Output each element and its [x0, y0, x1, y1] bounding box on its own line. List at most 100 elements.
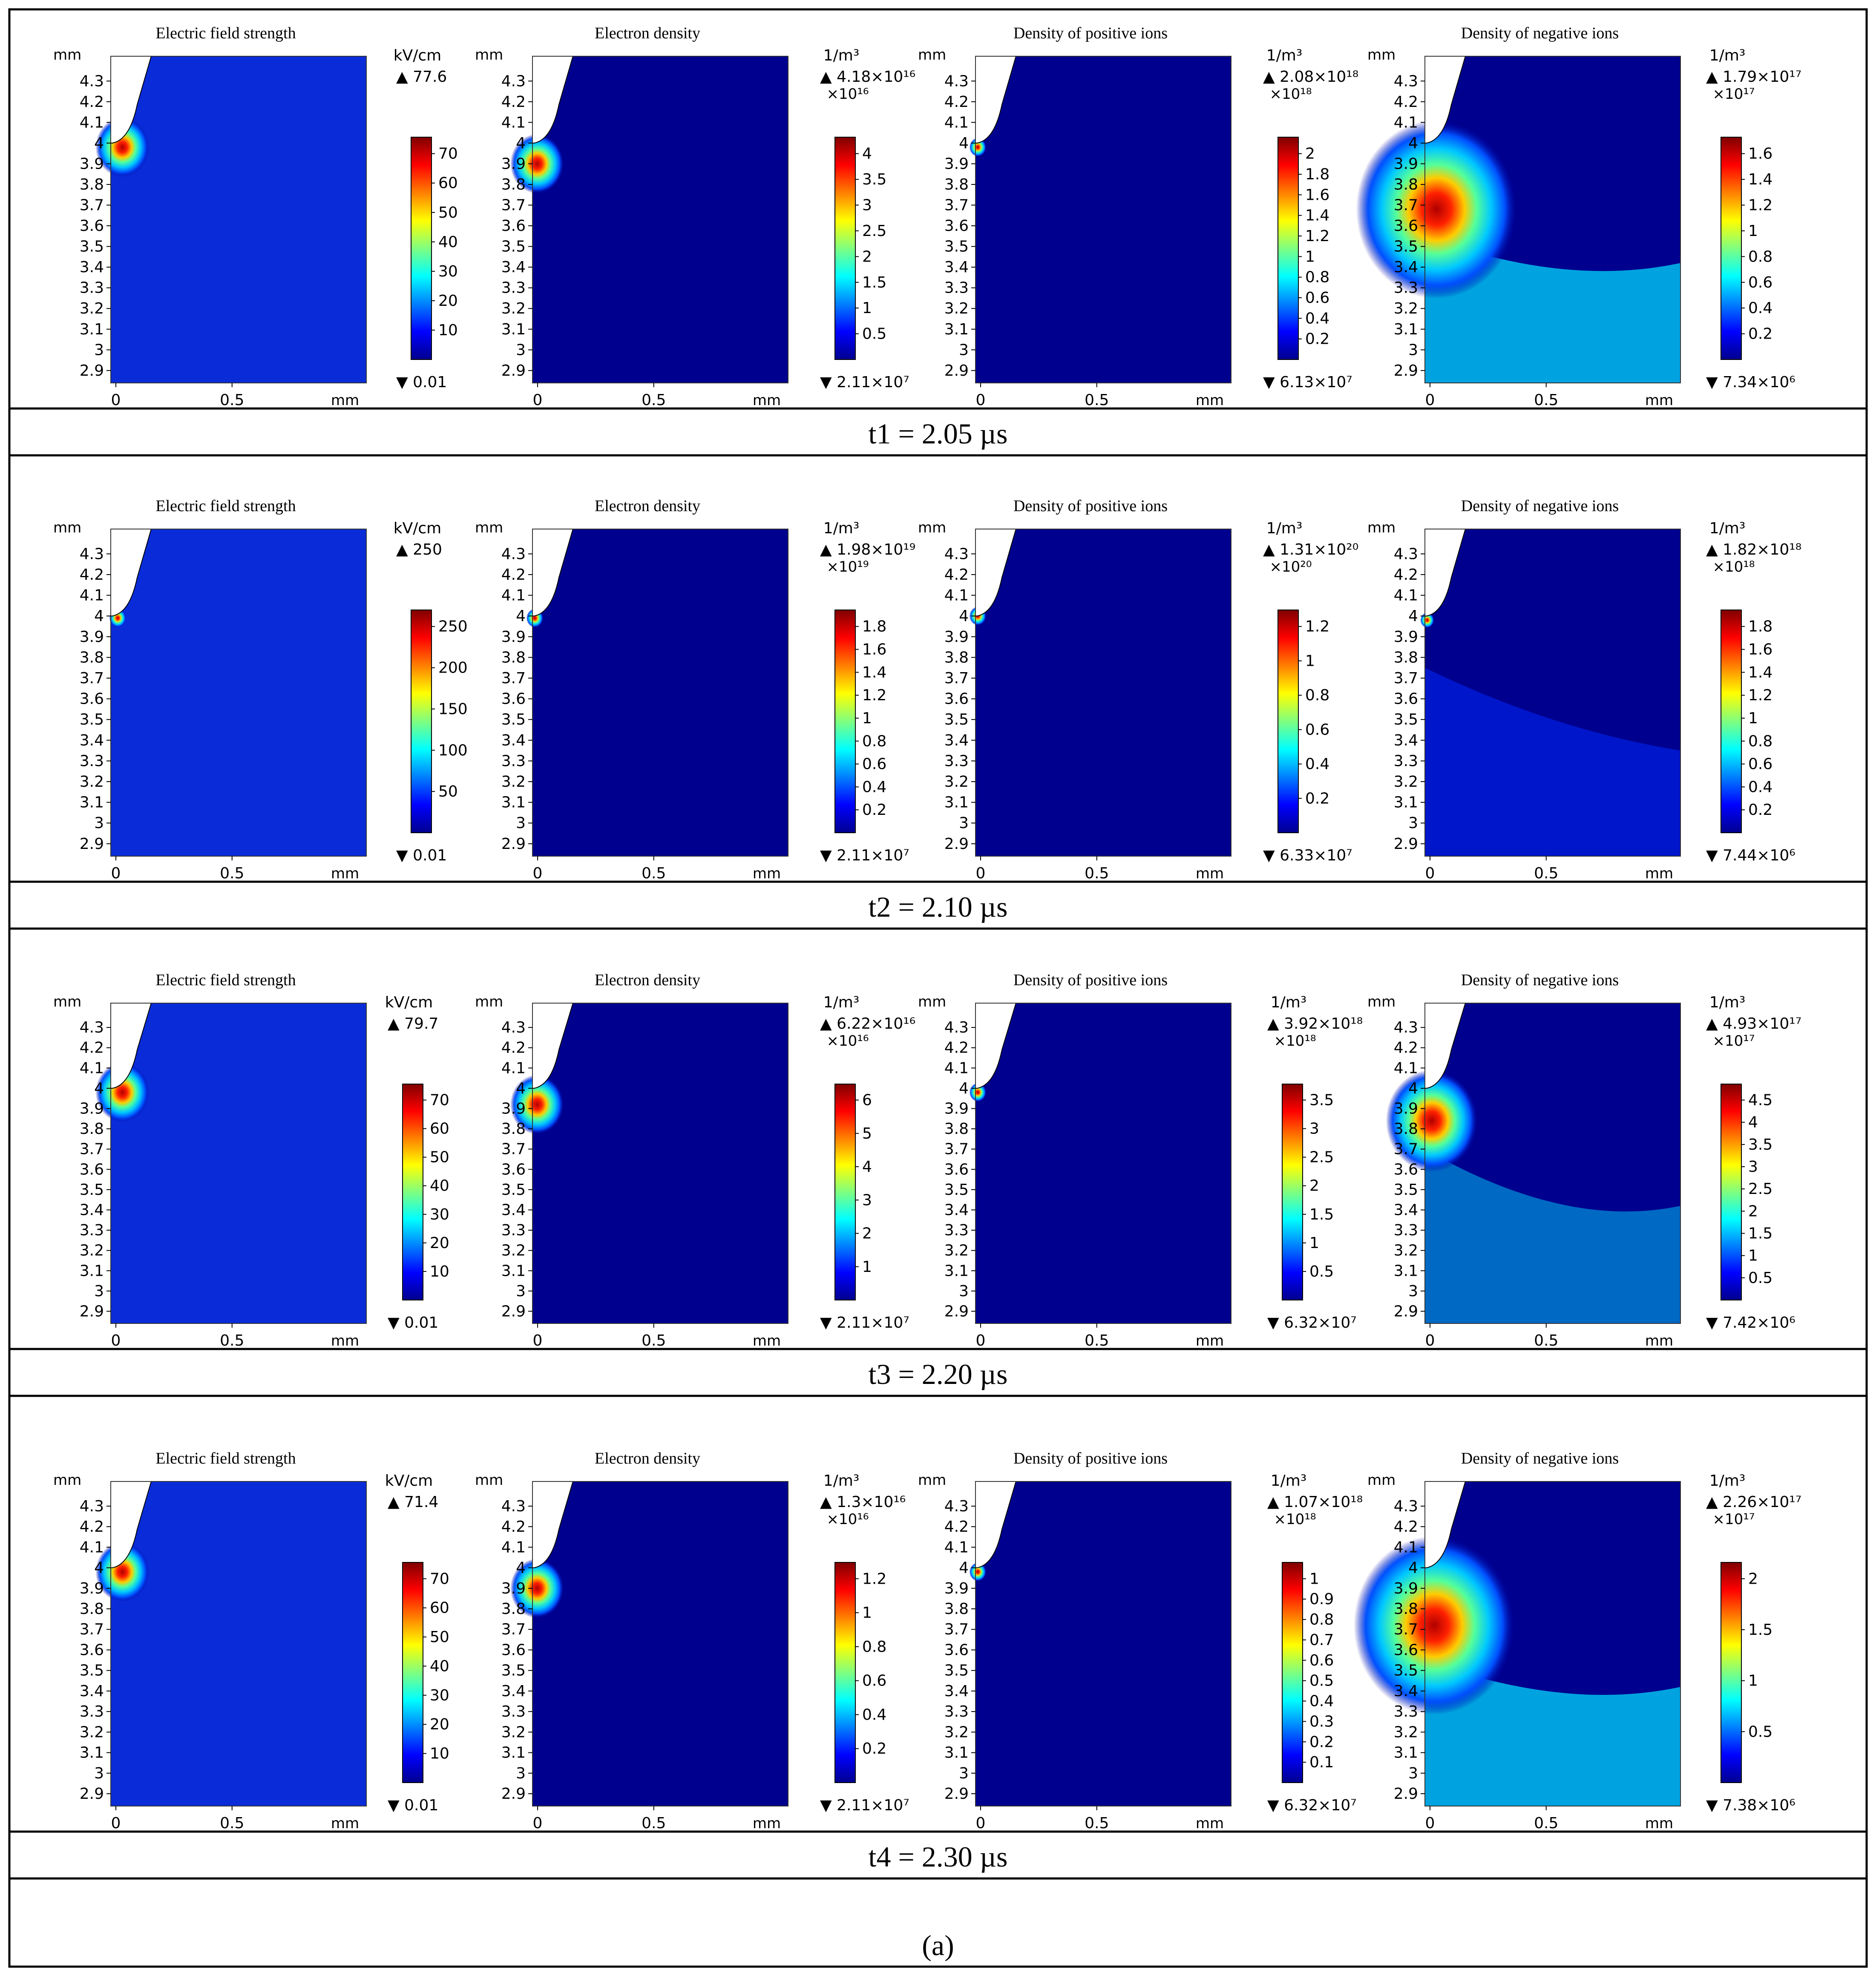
y-unit-label: mm: [1367, 519, 1395, 536]
y-tick-label: 4.2: [1394, 1039, 1418, 1057]
colorbar-tick-label: 3: [862, 1191, 872, 1209]
y-tick-label: 3.4: [501, 259, 526, 276]
x-unit-label: mm: [1645, 1332, 1673, 1349]
y-tick-label: 3.4: [1394, 1201, 1418, 1219]
y-tick-label: 2.9: [944, 362, 969, 380]
x-unit-label: mm: [753, 392, 781, 409]
y-tick-label: 2.9: [80, 362, 104, 380]
y-tick-label: 3.3: [501, 1222, 526, 1239]
colorbar-tick-label: 30: [430, 1206, 449, 1223]
y-tick-label: 3.3: [944, 752, 969, 770]
y-tick-label: 2.9: [1394, 1785, 1418, 1803]
y-tick-label: 3.4: [501, 732, 526, 749]
y-tick-label: 3.1: [80, 794, 104, 811]
y-tick-label: 3.8: [1394, 649, 1418, 666]
colorbar: [1721, 1562, 1742, 1783]
y-tick-label: 3.1: [944, 1744, 969, 1762]
y-tick-label: 2.9: [501, 362, 526, 380]
plot-title: Electron density: [595, 971, 700, 989]
y-tick-label: 3.9: [1394, 1100, 1418, 1117]
y-tick-label: 3.1: [1394, 794, 1418, 811]
colorbar-scale-label: ×10¹⁸: [1274, 1511, 1316, 1528]
colorbar-min-label: ▼ 7.42×10⁶: [1706, 1314, 1795, 1332]
y-tick-label: 3.9: [1394, 1580, 1418, 1597]
colorbar-tick-label: 3.5: [1309, 1092, 1334, 1109]
colorbar-max-label: ▲ 4.18×10¹⁶: [820, 68, 915, 86]
colorbar-tick-label: 0.7: [1309, 1631, 1334, 1649]
colorbar-tick-label: 4: [862, 1158, 872, 1176]
x-tick-label: 0.5: [220, 1332, 244, 1349]
y-tick-label: 3.6: [501, 1161, 526, 1178]
y-tick-label: 4: [94, 135, 104, 152]
colorbar-tick-label: 0.6: [1309, 1652, 1334, 1669]
x-unit-label: mm: [1196, 1332, 1224, 1349]
y-tick-label: 3.3: [1394, 279, 1418, 297]
y-tick-label: 2.9: [80, 1785, 104, 1803]
colorbar-unit: kV/cm: [385, 994, 433, 1011]
y-tick-label: 3.1: [944, 794, 969, 811]
plot-frame: [1424, 529, 1681, 857]
colorbar-tick-label: 50: [430, 1628, 449, 1646]
y-tick-label: 3.7: [1394, 670, 1418, 687]
colorbar-unit: 1/m³: [1709, 47, 1746, 64]
colorbar-unit: 1/m³: [1271, 1472, 1307, 1490]
y-tick-label: 4.2: [944, 566, 969, 584]
y-tick-label: 4.3: [80, 1498, 104, 1515]
x-unit-label: mm: [331, 1815, 359, 1832]
y-tick-label: 2.9: [501, 835, 526, 853]
y-tick-label: 4.3: [501, 1498, 526, 1515]
y-unit-label: mm: [53, 1472, 81, 1489]
plot-field: [532, 529, 788, 856]
y-unit-label: mm: [475, 1472, 503, 1489]
y-tick-label: 4.3: [80, 545, 104, 563]
y-tick-label: 3.4: [944, 1201, 969, 1219]
heatmap-plot: Density of positive ions mm 4.3 4.2 4.1 4 3.9 3…: [918, 1450, 1363, 1832]
colorbar-tick-label: 1.2: [1305, 618, 1329, 636]
heatmap-plot: Electric field strength mm 4.3 4.2 4.1 4 3.9 3.…: [53, 971, 449, 1349]
x-tick-label: 0: [111, 1332, 121, 1349]
electrode-shape: [110, 529, 152, 617]
y-tick-label: 4: [1408, 1080, 1418, 1097]
y-tick-label: 3.1: [80, 321, 104, 338]
y-tick-label: 3.1: [1394, 1262, 1418, 1280]
x-tick-label: 0: [976, 865, 986, 882]
y-tick-label: 3.9: [501, 1580, 526, 1597]
y-tick-label: 3.3: [1394, 1703, 1418, 1720]
x-unit-label: mm: [331, 865, 359, 882]
colorbar-tick-label: 1.5: [1748, 1225, 1772, 1243]
x-tick-label: 0: [111, 391, 121, 409]
field-hotspot: [1356, 120, 1517, 299]
colorbar-tick-label: 0.2: [862, 1740, 886, 1757]
y-tick-label: 3.2: [1394, 1723, 1418, 1741]
x-tick-label: 0.5: [220, 1815, 244, 1832]
colorbar-tick-label: 0.2: [1309, 1733, 1334, 1751]
colorbar-tick-label: 1.2: [862, 1570, 886, 1588]
x-tick-label: 0: [533, 1815, 543, 1832]
y-tick-label: 3.1: [501, 794, 526, 811]
y-tick-label: 4.1: [1394, 587, 1418, 604]
y-tick-label: 3.2: [501, 1242, 526, 1260]
colorbar-max-label: ▲ 1.98×10¹⁹: [820, 541, 915, 558]
colorbar-unit: 1/m³: [823, 994, 860, 1011]
time-caption: t1 = 2.05 µs: [869, 417, 1008, 450]
y-tick-label: 3.8: [501, 1120, 526, 1138]
y-tick-label: 3.5: [501, 1181, 526, 1199]
x-unit-label: mm: [1645, 392, 1673, 409]
y-tick-label: 3.4: [944, 259, 969, 276]
colorbar: [411, 610, 432, 833]
x-tick-label: 0: [533, 865, 543, 882]
y-tick-label: 4.3: [944, 1498, 969, 1515]
x-tick-label: 0.5: [1085, 1332, 1109, 1349]
plot-field: [532, 1481, 788, 1806]
x-unit-label: mm: [1196, 392, 1224, 409]
y-tick-label: 3.6: [80, 1161, 104, 1178]
y-tick-label: 3.6: [80, 690, 104, 708]
plot-title: Electric field strength: [155, 971, 296, 989]
y-tick-label: 3.2: [501, 773, 526, 791]
colorbar-min-label: ▼ 2.11×10⁷: [820, 374, 909, 391]
y-tick-label: 3.9: [944, 1580, 969, 1597]
y-tick-label: 3.8: [80, 176, 104, 193]
plot-title: Electric field strength: [155, 24, 296, 42]
plot-frame: [110, 529, 367, 857]
colorbar-scale-label: ×10¹⁸: [1269, 86, 1312, 103]
